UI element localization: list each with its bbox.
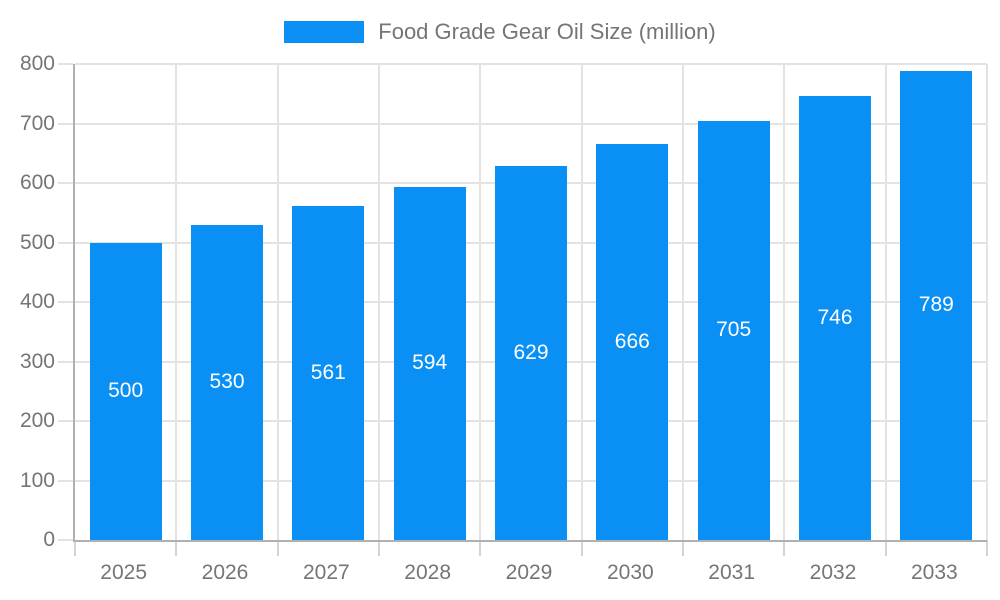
bar-value-label: 500	[108, 379, 144, 403]
y-tick	[58, 63, 73, 65]
y-tick	[58, 182, 73, 184]
y-tick	[58, 539, 73, 541]
x-tick-label: 2028	[404, 561, 452, 584]
y-tick	[58, 420, 73, 422]
y-tick	[58, 301, 73, 303]
bar: 594	[393, 186, 466, 540]
bar-value-label: 629	[513, 340, 549, 364]
x-gridline	[479, 64, 482, 540]
bar-value-label: 666	[614, 329, 650, 353]
x-tick	[378, 540, 380, 556]
plot-area: 500 530 561 594 629 666 705 746 789	[58, 63, 988, 556]
x-tick-label: 2025	[100, 561, 148, 584]
x-gridline	[276, 64, 279, 540]
bar-value-label: 561	[310, 361, 346, 385]
bar: 530	[191, 224, 263, 540]
y-tick	[58, 122, 73, 125]
bar-value-label: 705	[716, 318, 752, 342]
x-tick-label: 2030	[606, 561, 654, 584]
y-tick	[58, 479, 73, 482]
x-tick-label: 2027	[302, 561, 350, 584]
x-tick	[884, 540, 887, 556]
y-tick	[58, 360, 73, 363]
x-gridline	[580, 64, 583, 540]
y-tick	[58, 241, 73, 244]
y-tick-label: 100	[19, 468, 55, 492]
y-tick-label: 0	[43, 528, 55, 551]
bar-value-label: 530	[209, 370, 245, 394]
y-tick-label: 300	[19, 349, 55, 373]
y-tick-label: 700	[19, 111, 55, 135]
x-tick-label: 2031	[708, 561, 756, 584]
legend: Food Grade Gear Oil Size (million)	[0, 21, 1000, 43]
bar: 500	[89, 242, 162, 540]
bar: 789	[900, 70, 973, 540]
x-gridline	[682, 64, 684, 540]
x-tick	[276, 540, 279, 556]
y-tick-label: 600	[19, 171, 55, 194]
x-gridline	[986, 64, 988, 540]
x-tick-label: 2033	[910, 561, 958, 584]
bar: 746	[799, 96, 871, 540]
y-gridline	[75, 122, 987, 125]
y-gridline	[75, 63, 987, 65]
x-gridline	[175, 64, 178, 540]
legend-label: Food Grade Gear Oil Size (million)	[378, 19, 716, 44]
x-tick-label: 2026	[201, 561, 249, 584]
x-tick	[682, 540, 684, 556]
bar-value-label: 594	[412, 351, 448, 375]
bar-value-label: 789	[918, 293, 954, 317]
x-gridline	[783, 64, 786, 540]
y-tick-label: 800	[19, 52, 55, 75]
bar: 629	[495, 165, 567, 540]
bar: 666	[596, 143, 669, 540]
y-tick-label: 400	[19, 290, 55, 313]
x-tick-label: 2032	[809, 561, 857, 584]
x-tick	[580, 540, 583, 556]
x-gridline	[378, 64, 380, 540]
x-tick	[986, 540, 988, 556]
x-tick	[783, 540, 786, 556]
x-tick	[479, 540, 482, 556]
x-tick	[175, 540, 178, 556]
y-tick-label: 500	[19, 230, 55, 254]
bar: 561	[292, 206, 365, 540]
x-tick	[74, 540, 76, 556]
legend-swatch	[284, 21, 365, 43]
bar: 705	[697, 120, 770, 540]
x-gridline	[884, 64, 887, 540]
y-tick-label: 200	[19, 409, 55, 432]
x-tick-label: 2029	[505, 561, 553, 584]
bar-value-label: 746	[817, 306, 853, 330]
